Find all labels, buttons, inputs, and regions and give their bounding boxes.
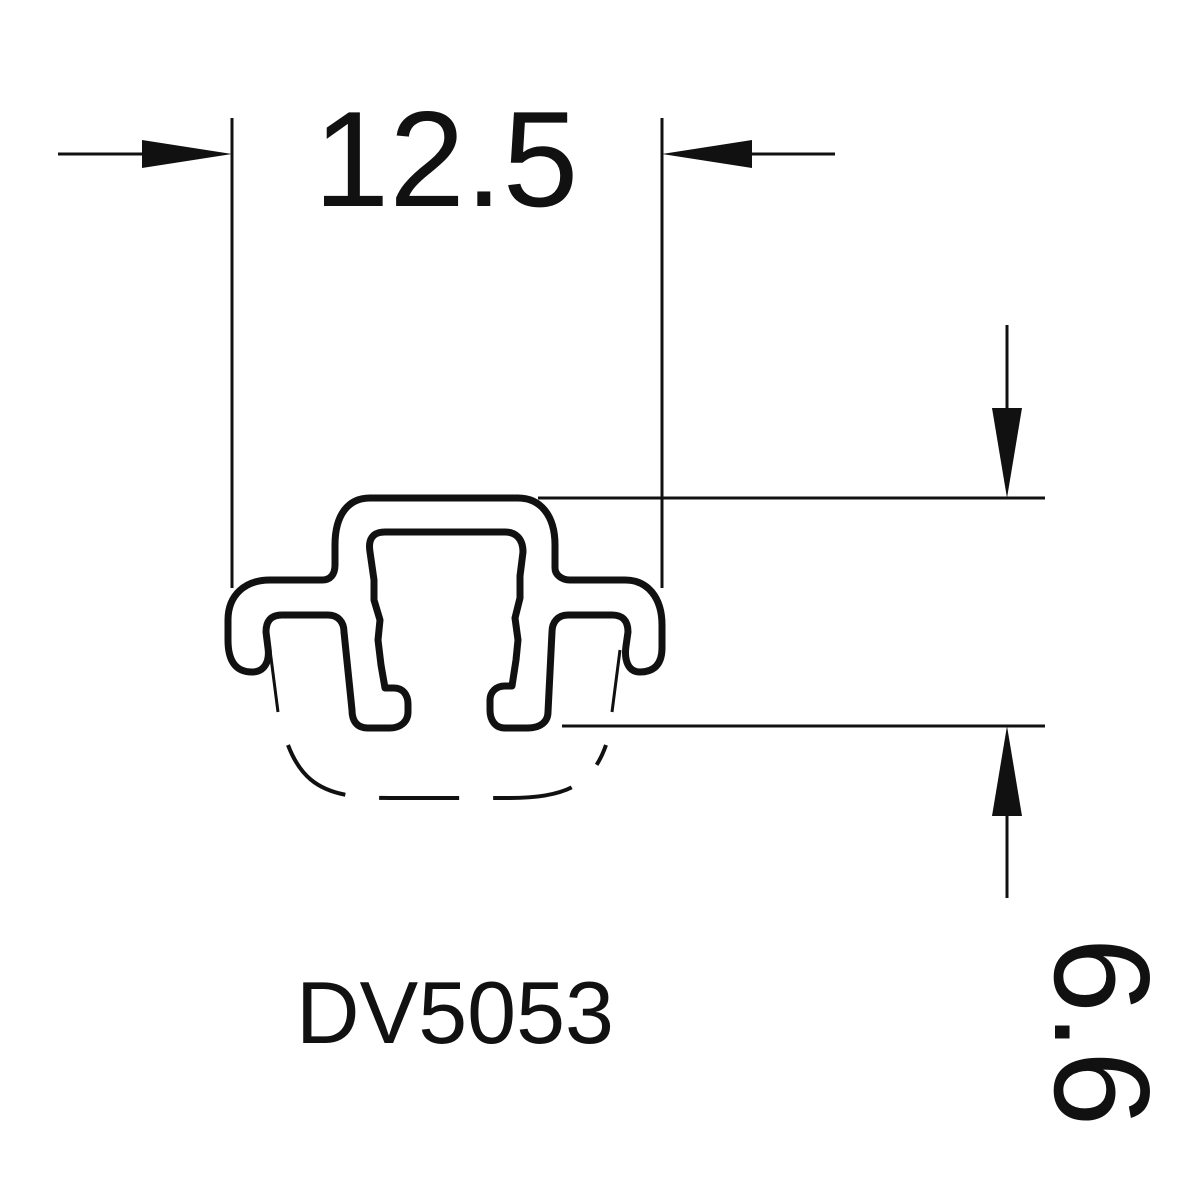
width-dimension: 12.5 [58, 83, 835, 588]
height-dimension: 6.6 [538, 325, 1178, 1127]
right-wedge-line [610, 649, 622, 713]
left-wedge-line [268, 649, 280, 713]
height-dimension-label: 6.6 [1026, 937, 1178, 1126]
hidden-outline-dashed [286, 744, 608, 800]
part-number-label: DV5053 [296, 963, 614, 1062]
profile-outline [224, 494, 666, 732]
width-arrow-left [142, 140, 232, 168]
profile-outer-contour [224, 494, 666, 732]
profile-wedges [268, 649, 622, 713]
width-arrow-right [662, 140, 752, 168]
height-arrow-bottom [992, 726, 1022, 816]
height-arrow-top [992, 408, 1022, 498]
width-dimension-label: 12.5 [314, 83, 579, 235]
